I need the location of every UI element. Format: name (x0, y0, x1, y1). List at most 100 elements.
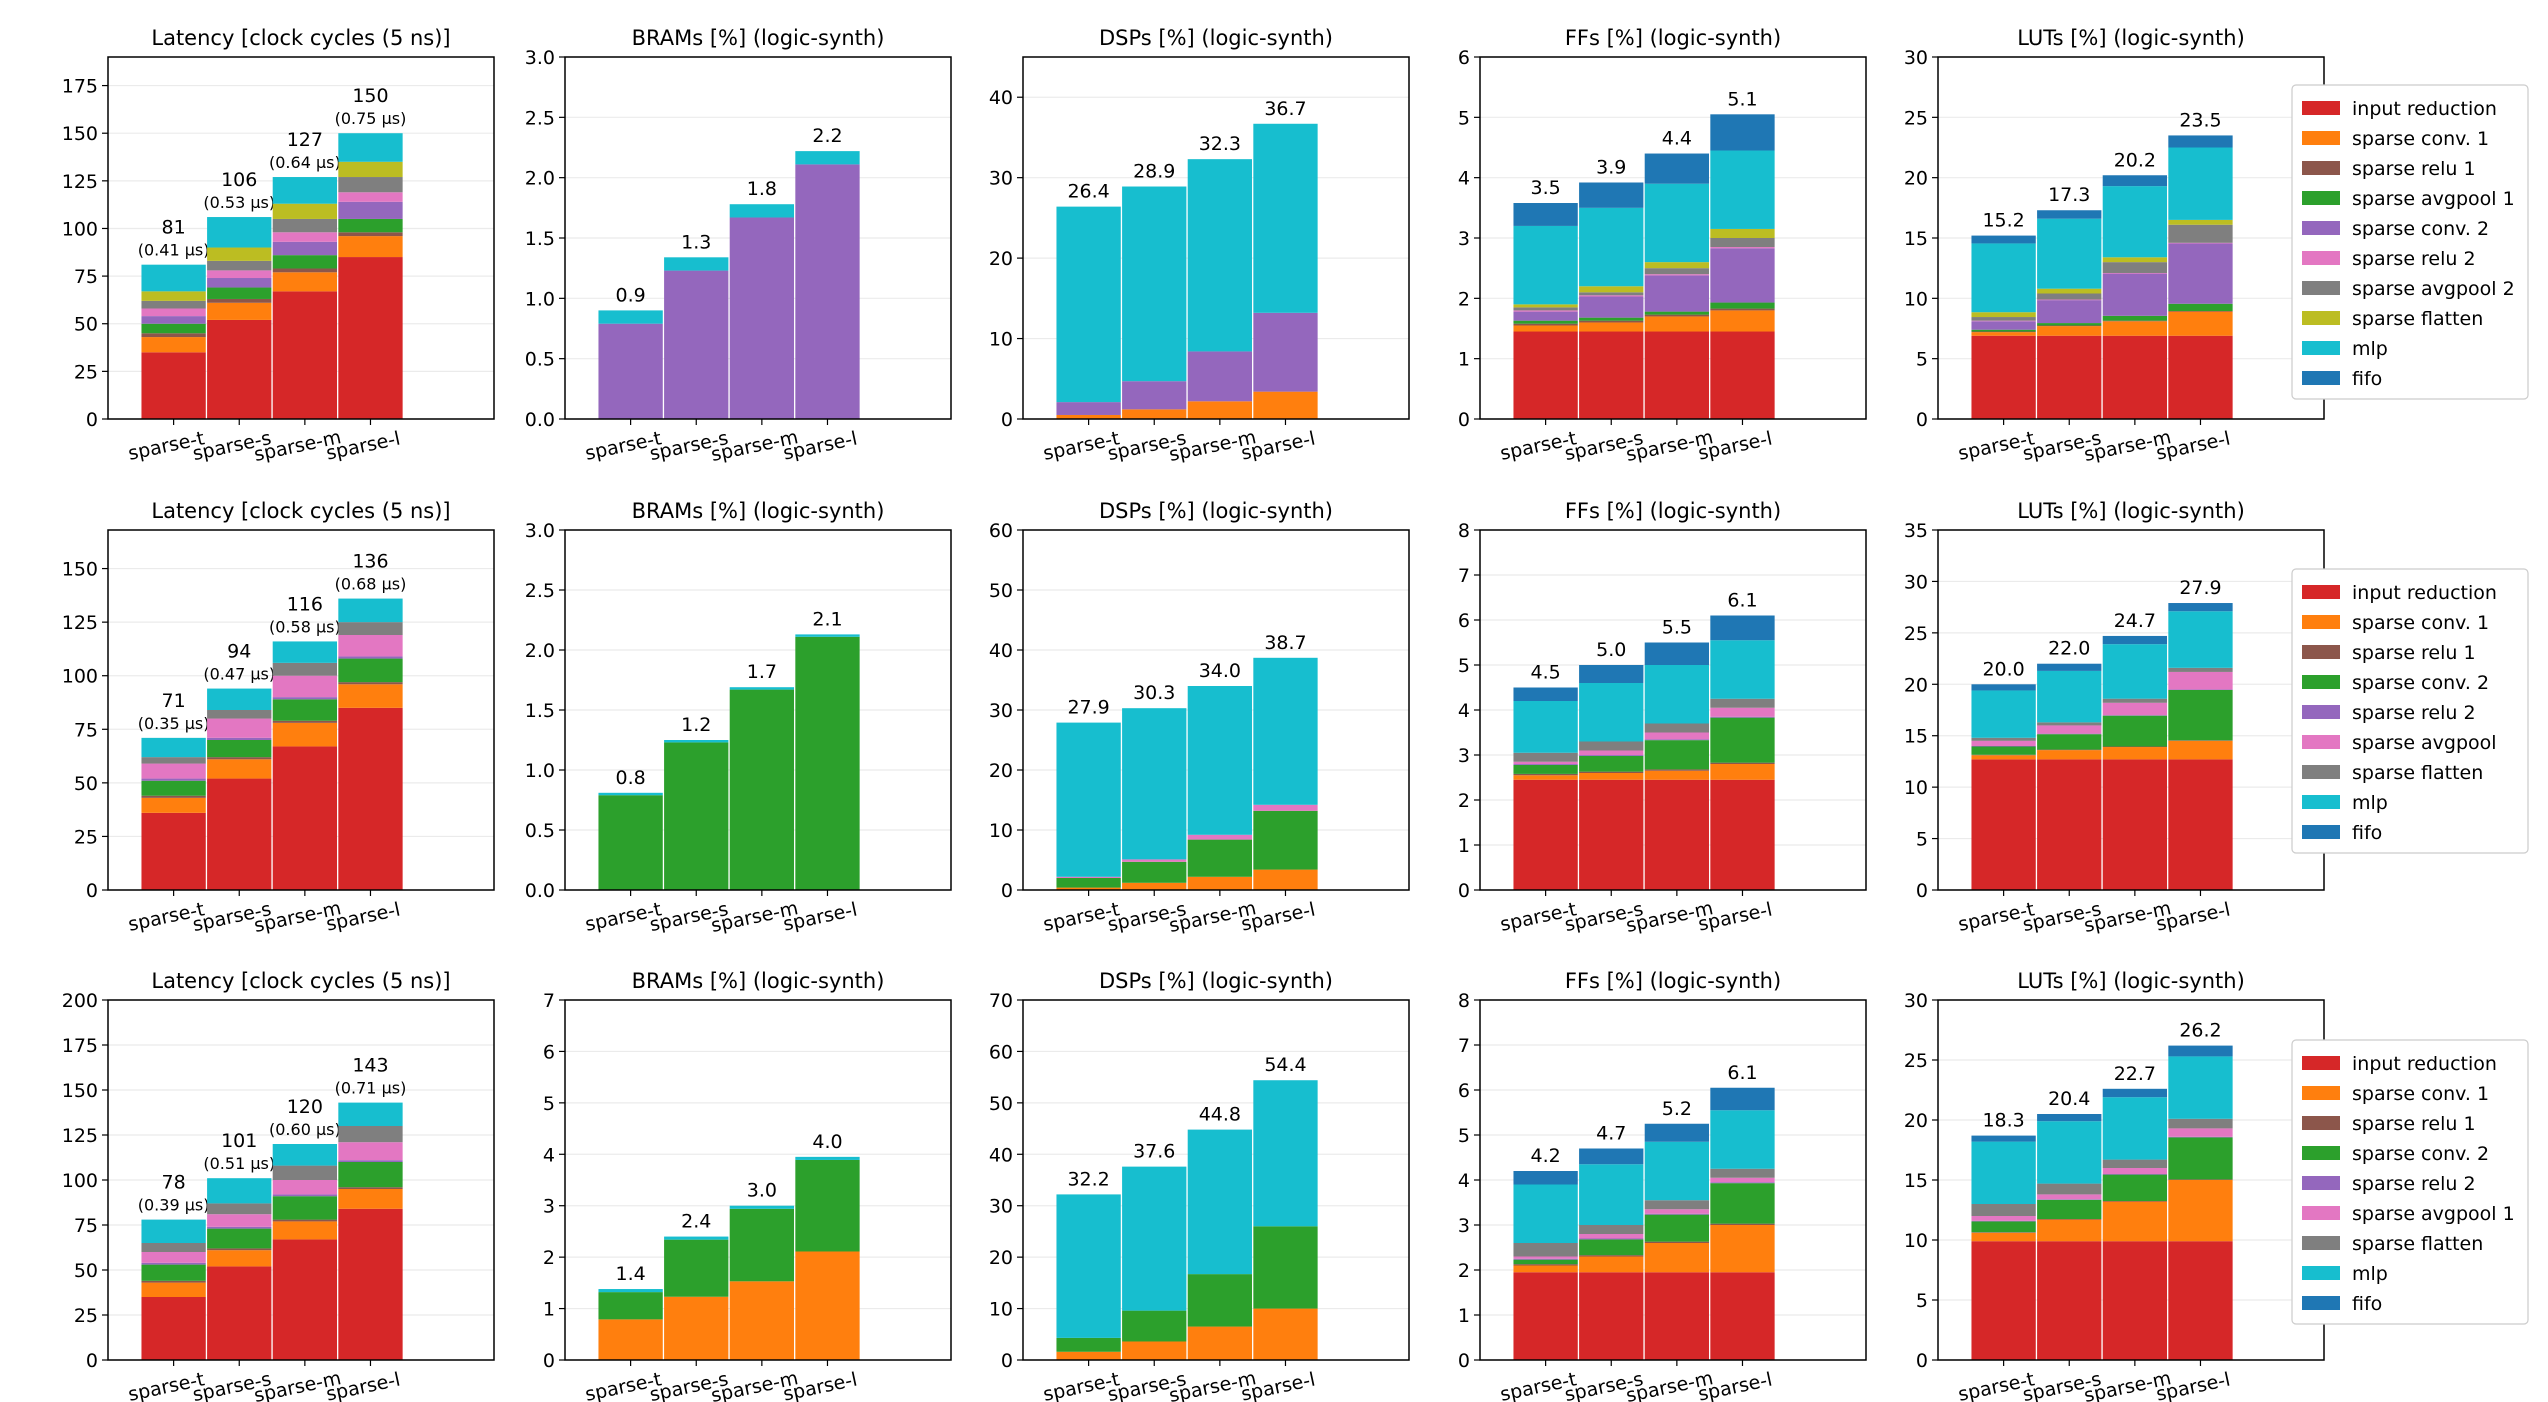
bar-segment (141, 812, 206, 890)
bar-segment (2102, 1174, 2168, 1175)
bar-segment (207, 287, 272, 299)
data-label: 38.7 (1264, 632, 1306, 654)
bar-segment (1971, 755, 2036, 760)
bar-segment (1644, 316, 1710, 332)
bar-segment (141, 333, 206, 338)
bar-segment (2102, 315, 2168, 321)
axes-frame (107, 56, 495, 420)
bar-segment (1971, 320, 2036, 322)
bar-segment (141, 737, 206, 758)
bar-segment (1056, 1337, 1121, 1352)
bar-segment (2102, 747, 2168, 760)
y-tick-label: 3 (1458, 1215, 1470, 1237)
bar-segment (1710, 247, 1775, 249)
bar-segment (2037, 293, 2102, 300)
bar-segment (338, 707, 403, 890)
bar-segment (1710, 150, 1775, 229)
bar-segment (2168, 224, 2233, 243)
bar-segment (141, 757, 206, 764)
subplot-title: DSPs [%] (logic-synth) (1099, 969, 1333, 993)
y-tick-label: 5 (1916, 1290, 1928, 1312)
bar-segment (1971, 1220, 2036, 1222)
legend-box (2291, 84, 2529, 400)
data-sublabel: (0.47 μs) (203, 665, 275, 684)
y-tick-label: 30 (1904, 990, 1928, 1012)
y-tick-label: 75 (74, 266, 98, 288)
bar-segment (1187, 834, 1253, 840)
bar-segment (338, 133, 403, 162)
y-tick-label: 150 (62, 123, 98, 145)
bar-segment (207, 1250, 272, 1267)
subplot-r1c3: 4.5sparse-t5.0sparse-s5.5sparse-m6.1spar… (1458, 499, 1867, 937)
bar-segment (1579, 182, 1644, 208)
bar-segment (1056, 414, 1121, 419)
bar-segment (1579, 755, 1644, 772)
y-tick-label: 4 (1458, 700, 1470, 722)
data-label: 116 (287, 593, 323, 615)
data-sublabel: (0.64 μs) (269, 153, 341, 172)
bar-segment (2168, 335, 2233, 419)
y-tick-label: 0 (1458, 1350, 1470, 1372)
bar-segment (338, 658, 403, 683)
y-tick-label: 70 (989, 990, 1013, 1012)
subplot-title: Latency [clock cycles (5 ns)] (151, 969, 450, 993)
legend-swatch (2302, 1056, 2340, 1070)
bar-segment (1971, 332, 2036, 336)
bar-segment (795, 1251, 860, 1360)
y-tick-label: 3 (1458, 745, 1470, 767)
legend-label: sparse conv. 2 (2352, 672, 2489, 694)
data-label: 4.5 (1531, 662, 1561, 684)
y-tick-label: 25 (1904, 623, 1928, 645)
bar-segment (2102, 272, 2168, 274)
bar-segment (2168, 740, 2233, 760)
bar-segment (1579, 1225, 1644, 1234)
bar-segment (1253, 869, 1318, 890)
y-tick-label: 30 (1904, 571, 1928, 593)
bar-segment (272, 699, 338, 721)
y-tick-label: 15 (1904, 228, 1928, 250)
data-label: 0.8 (616, 767, 646, 789)
y-tick-label: 50 (74, 314, 98, 336)
y-tick-label: 10 (989, 1299, 1013, 1321)
y-tick-label: 0.0 (525, 409, 555, 431)
bar-segment (1122, 861, 1187, 883)
bar-segment (795, 634, 860, 637)
bar-segment (1971, 1241, 2036, 1360)
bar-segment (1710, 228, 1775, 238)
bar-segment (1710, 1177, 1775, 1183)
y-tick-label: 40 (989, 1144, 1013, 1166)
y-tick-label: 15 (1904, 1170, 1928, 1192)
bar-segment (1644, 1241, 1710, 1243)
bar-segment (664, 1239, 729, 1297)
y-tick-label: 20 (1904, 168, 1928, 190)
legend-swatch (2302, 705, 2340, 719)
data-label: 5.0 (1596, 639, 1626, 661)
bar-segment (1579, 286, 1644, 293)
data-label: 127 (287, 129, 323, 151)
y-tick-label: 0 (1001, 409, 1013, 431)
y-tick-label: 5 (1458, 655, 1470, 677)
bar-segment (1579, 1255, 1644, 1257)
subplot-title: FFs [%] (logic-synth) (1565, 969, 1781, 993)
legend-label: sparse flatten (2352, 762, 2483, 784)
y-tick-label: 0 (1001, 880, 1013, 902)
bar-segment (141, 763, 206, 779)
y-tick-label: 100 (62, 218, 98, 240)
bar-segment (338, 192, 403, 202)
legend-swatch (2302, 1236, 2340, 1250)
bar-segment (272, 641, 338, 663)
data-label: 20.4 (2048, 1088, 2090, 1110)
bar-segment (207, 757, 272, 760)
bar-segment (1579, 295, 1644, 297)
bar-segment (2102, 335, 2168, 419)
y-tick-label: 0.5 (525, 349, 555, 371)
bar-segment (1644, 274, 1710, 276)
legend-label: sparse flatten (2352, 308, 2483, 330)
bar-segment (1513, 323, 1578, 326)
bar-segment (1644, 1214, 1710, 1242)
bar-segment (1122, 409, 1187, 419)
bar-segment (1710, 779, 1775, 890)
y-tick-label: 150 (62, 1080, 98, 1102)
bar-segment (1187, 351, 1253, 402)
bar-segment (2037, 733, 2102, 735)
